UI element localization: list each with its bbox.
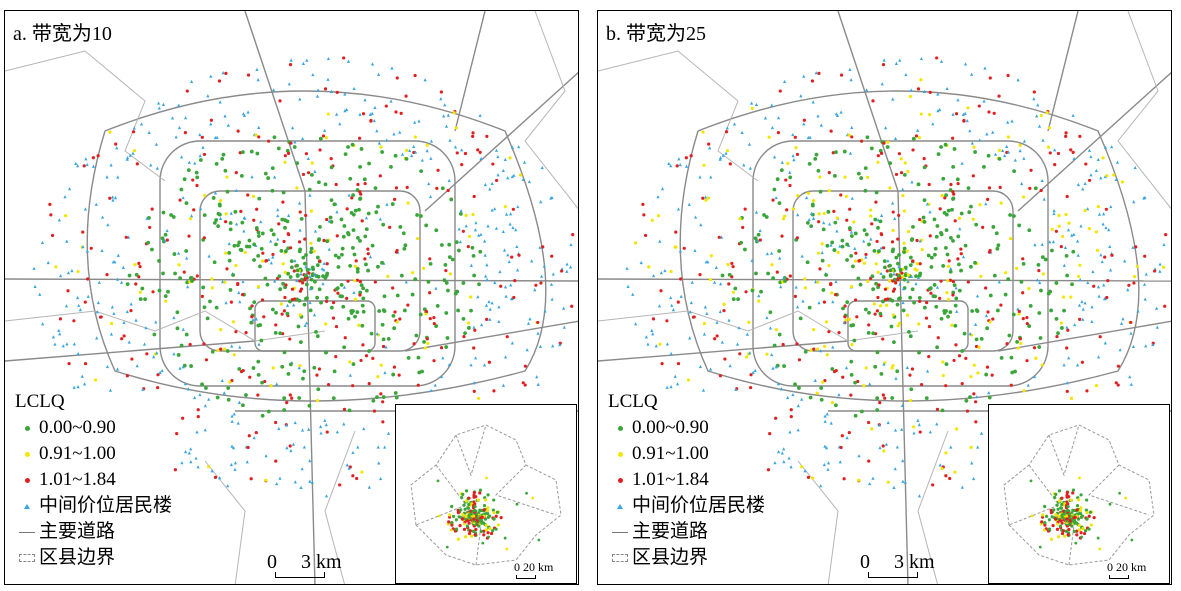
panel-title-a: a. 带宽为10 — [13, 23, 112, 45]
road-network — [598, 11, 1171, 584]
inset-map-b: 0 20 km — [988, 404, 1170, 584]
road-network — [5, 11, 578, 584]
legend-item-green: 0.00~0.90 — [15, 415, 172, 441]
map-canvas-a — [5, 11, 578, 584]
legend-item-road: 主要道路 — [15, 519, 172, 545]
inset-canvas — [1003, 424, 1155, 566]
lclq-points — [32, 56, 575, 498]
panel-title-b: b. 带宽为25 — [606, 23, 706, 45]
scale-value-label: 3 km — [301, 551, 342, 573]
legend-item-boundary: 区县边界 — [608, 545, 765, 571]
lclq-points — [625, 56, 1168, 498]
legend-item-road: 主要道路 — [608, 519, 765, 545]
scale-value-label: 3 km — [894, 551, 935, 573]
scale-zero-label: 0 — [860, 551, 870, 573]
legend-item-yellow: 0.91~1.00 — [15, 441, 172, 467]
scale-bar — [868, 572, 918, 578]
legend-item-residential: 中间价位居民楼 — [608, 493, 765, 519]
legend-item-red: 1.01~1.84 — [608, 467, 765, 493]
inset-canvas — [410, 424, 562, 566]
map-canvas-b — [598, 11, 1171, 584]
legend-item-residential: 中间价位居民楼 — [15, 493, 172, 519]
inset-scale-bar — [516, 575, 536, 579]
legend-item-red: 1.01~1.84 — [15, 467, 172, 493]
legend-item-yellow: 0.91~1.00 — [608, 441, 765, 467]
legend-b: LCLQ 0.00~0.90 0.91~1.00 1.01~1.84 中间价位居… — [608, 389, 765, 571]
legend-title: LCLQ — [15, 391, 65, 412]
inset-scale-label: 0 20 km — [514, 560, 554, 574]
legend-a: LCLQ 0.00~0.90 0.91~1.00 1.01~1.84 中间价位居… — [15, 389, 172, 571]
inset-scale-bar — [1109, 575, 1129, 579]
legend-item-boundary: 区县边界 — [15, 545, 172, 571]
inset-map-a: 0 20 km — [395, 404, 577, 584]
legend-item-green: 0.00~0.90 — [608, 415, 765, 441]
map-panel-a: a. 带宽为10 LCLQ 0.00~0.90 0.91~1.00 1.01~1… — [4, 10, 579, 585]
scale-zero-label: 0 — [267, 551, 277, 573]
scale-bar — [275, 572, 325, 578]
inset-scale-label: 0 20 km — [1107, 560, 1147, 574]
map-panel-b: b. 带宽为25 LCLQ 0.00~0.90 0.91~1.00 1.01~1… — [597, 10, 1172, 585]
legend-title: LCLQ — [608, 391, 658, 412]
